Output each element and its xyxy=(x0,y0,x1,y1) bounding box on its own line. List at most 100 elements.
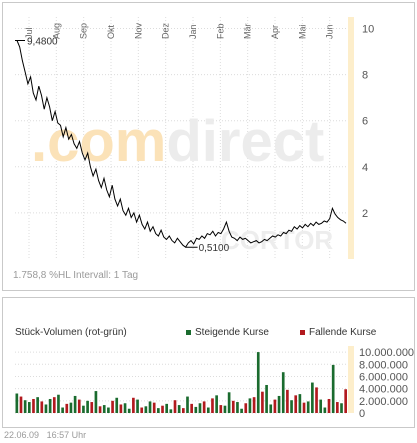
month-label: Mai xyxy=(297,24,307,39)
volume-bar-rising xyxy=(15,393,19,413)
volume-bar-rising xyxy=(194,406,198,413)
volume-bar-falling xyxy=(202,401,206,413)
volume-bar-falling xyxy=(32,398,35,413)
volume-bar-rising xyxy=(165,403,169,413)
volume-tick-label: 4.000.000 xyxy=(359,384,408,396)
month-label: Nov xyxy=(133,22,143,39)
volume-bar-rising xyxy=(102,405,106,413)
price-tick-label: 2 xyxy=(362,208,368,220)
volume-bar-falling xyxy=(315,387,318,413)
rising-swatch xyxy=(186,330,191,335)
volume-tick-label: 6.000.000 xyxy=(359,371,408,383)
volume-bar-falling xyxy=(286,389,289,413)
volume-bar-rising xyxy=(277,395,281,413)
interval-info: 1.758,8 %HL Intervall: 1 Tag xyxy=(13,270,139,281)
price-tick-label: 6 xyxy=(362,116,368,128)
volume-bar-rising xyxy=(240,408,243,413)
volume-bar-rising xyxy=(311,382,314,413)
volume-tick-label: 2.000.000 xyxy=(359,396,408,408)
volume-bar-falling xyxy=(231,400,235,413)
volume-chart-panel: Stück-Volumen (rot-grün) Steigende Kurse… xyxy=(2,297,415,428)
volume-bar-falling xyxy=(132,397,135,413)
volume-bar-rising xyxy=(57,394,60,413)
volume-tick-label: 10.000.000 xyxy=(359,347,414,359)
volume-bar-rising xyxy=(177,405,181,413)
volume-bar-falling xyxy=(344,389,347,413)
month-label: Jul xyxy=(24,27,34,39)
legend-rising-label: Steigende Kurse xyxy=(195,327,269,338)
watermark-com: .comdirect xyxy=(31,109,324,174)
month-labels: Jul Aug Sep Okt Nov Dez Jan Feb Mär Apr Mai Jun xyxy=(24,22,335,39)
volume-bar-falling xyxy=(273,399,277,413)
volume-bar-rising xyxy=(290,400,293,413)
volume-title: Stück-Volumen (rot-grün) xyxy=(15,327,127,338)
volume-bar-rising xyxy=(27,402,31,413)
volume-bar-rising xyxy=(281,372,285,413)
month-label: Okt xyxy=(106,24,116,39)
volume-bar-rising xyxy=(248,398,252,413)
volume-bar-rising xyxy=(48,398,52,413)
volume-bar-rising xyxy=(44,404,48,413)
volume-bar-falling xyxy=(152,402,156,413)
volume-bar-rising xyxy=(256,352,260,413)
volume-bar-rising xyxy=(319,399,323,413)
price-annotations: 9,4800 0,5100 xyxy=(15,37,230,254)
price-y-ticks: 2 4 6 8 10 xyxy=(362,24,374,220)
volume-bar-rising xyxy=(144,406,148,413)
volume-bar-falling xyxy=(77,399,81,413)
legend-falling: Fallende Kurse xyxy=(300,327,376,338)
month-label: Jun xyxy=(325,24,335,39)
volume-bar-rising xyxy=(23,400,27,413)
volume-bars xyxy=(15,352,347,413)
low-label: 0,5100 xyxy=(199,243,230,254)
legend-falling-label: Fallende Kurse xyxy=(309,327,377,338)
volume-bar-rising xyxy=(198,403,202,413)
month-label: Sep xyxy=(79,23,89,39)
high-label: 9,4800 xyxy=(27,37,58,48)
volume-bar-rising xyxy=(169,409,173,413)
volume-axis-band xyxy=(348,346,354,413)
volume-bar-falling xyxy=(302,402,306,413)
price-series-line xyxy=(16,40,347,248)
volume-bar-falling xyxy=(161,405,164,413)
volume-bar-rising xyxy=(265,384,268,413)
footer-date: 22.06.09 xyxy=(4,430,40,440)
volume-bar-falling xyxy=(90,402,94,413)
volume-bar-falling xyxy=(19,396,23,413)
volume-bar-falling xyxy=(294,395,298,413)
volume-bar-rising xyxy=(323,407,327,413)
price-chart-panel: .comdirect CORTOR Jul Aug Sep Okt Nov Dez Jan F… xyxy=(2,2,415,291)
volume-bar-rising xyxy=(186,396,189,413)
falling-swatch xyxy=(300,330,305,335)
volume-bar-rising xyxy=(215,395,218,413)
volume-bar-rising xyxy=(223,405,227,413)
volume-chart: 02.000.0004.000.0006.000.0008.000.00010.… xyxy=(15,346,414,420)
volume-bar-falling xyxy=(190,403,193,413)
volume-bar-falling xyxy=(336,402,339,413)
volume-bar-falling xyxy=(111,400,114,413)
watermark-com-part: .com xyxy=(31,109,166,174)
volume-tick-label: 0 xyxy=(359,408,365,420)
volume-bar-falling xyxy=(40,401,44,413)
volume-bar-falling xyxy=(261,391,264,413)
volume-bar-falling xyxy=(211,398,214,413)
volume-bar-falling xyxy=(244,403,248,413)
volume-grid xyxy=(15,351,348,414)
volume-bar-rising xyxy=(298,394,302,413)
volume-bar-rising xyxy=(306,401,310,413)
timestamp-footer: 22.06.09 16:57 Uhr xyxy=(4,430,86,440)
volume-bar-rising xyxy=(115,397,119,413)
volume-bar-falling xyxy=(98,406,102,413)
volume-bar-rising xyxy=(127,408,131,413)
volume-bar-rising xyxy=(227,392,231,413)
volume-bar-rising xyxy=(157,408,160,413)
price-tick-label: 8 xyxy=(362,70,368,82)
volume-bar-rising xyxy=(61,407,64,413)
volume-y-ticks: 02.000.0004.000.0006.000.0008.000.00010.… xyxy=(359,347,414,420)
month-label: Apr xyxy=(270,25,280,39)
month-label: Jan xyxy=(188,24,198,39)
legend-rising: Steigende Kurse xyxy=(186,327,269,338)
volume-bar-falling xyxy=(65,403,69,413)
volume-bar-rising xyxy=(340,403,343,413)
watermark-tail: CORTOR xyxy=(221,225,333,255)
